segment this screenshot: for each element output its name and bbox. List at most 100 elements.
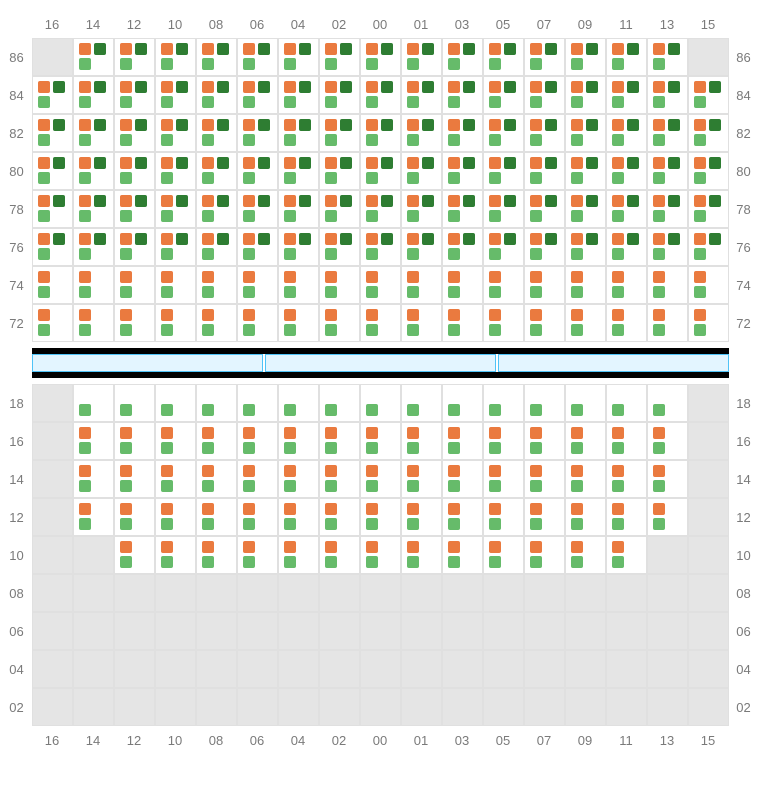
node-indicator[interactable] [571, 404, 583, 416]
rack-cell[interactable] [565, 650, 606, 688]
rack-cell[interactable] [155, 650, 196, 688]
node-indicator[interactable] [366, 309, 378, 321]
node-indicator[interactable] [571, 442, 583, 454]
node-indicator[interactable] [668, 233, 680, 245]
node-indicator[interactable] [571, 465, 583, 477]
node-indicator[interactable] [202, 248, 214, 260]
node-indicator[interactable] [407, 427, 419, 439]
node-indicator[interactable] [489, 324, 501, 336]
rack-cell[interactable] [360, 384, 401, 422]
node-indicator[interactable] [202, 465, 214, 477]
rack-cell[interactable] [32, 38, 73, 76]
rack-cell[interactable] [278, 688, 319, 726]
rack-cell[interactable] [278, 152, 319, 190]
rack-cell[interactable] [319, 114, 360, 152]
node-indicator[interactable] [79, 518, 91, 530]
node-indicator[interactable] [284, 465, 296, 477]
node-indicator[interactable] [325, 480, 337, 492]
node-indicator[interactable] [448, 172, 460, 184]
node-indicator[interactable] [612, 233, 624, 245]
rack-cell[interactable] [319, 38, 360, 76]
rack-cell[interactable] [483, 266, 524, 304]
node-indicator[interactable] [407, 134, 419, 146]
rack-cell[interactable] [565, 460, 606, 498]
rack-cell[interactable] [73, 304, 114, 342]
node-indicator[interactable] [653, 518, 665, 530]
node-indicator[interactable] [530, 427, 542, 439]
rack-cell[interactable] [32, 460, 73, 498]
node-indicator[interactable] [489, 157, 501, 169]
node-indicator[interactable] [612, 404, 624, 416]
rack-cell[interactable] [237, 460, 278, 498]
rack-cell[interactable] [647, 304, 688, 342]
node-indicator[interactable] [120, 172, 132, 184]
rack-cell[interactable] [196, 228, 237, 266]
node-indicator[interactable] [325, 556, 337, 568]
rack-cell[interactable] [278, 190, 319, 228]
node-indicator[interactable] [653, 324, 665, 336]
rack-cell[interactable] [32, 650, 73, 688]
rack-cell[interactable] [319, 688, 360, 726]
rack-cell[interactable] [524, 650, 565, 688]
rack-cell[interactable] [114, 612, 155, 650]
node-indicator[interactable] [284, 96, 296, 108]
node-indicator[interactable] [612, 210, 624, 222]
node-indicator[interactable] [284, 233, 296, 245]
node-indicator[interactable] [407, 324, 419, 336]
node-indicator[interactable] [366, 58, 378, 70]
node-indicator[interactable] [448, 195, 460, 207]
node-indicator[interactable] [94, 43, 106, 55]
rack-cell[interactable] [319, 460, 360, 498]
node-indicator[interactable] [258, 157, 270, 169]
node-indicator[interactable] [38, 286, 50, 298]
rack-cell[interactable] [32, 536, 73, 574]
rack-cell[interactable] [688, 460, 729, 498]
rack-cell[interactable] [606, 384, 647, 422]
node-indicator[interactable] [243, 81, 255, 93]
node-indicator[interactable] [53, 157, 65, 169]
node-indicator[interactable] [161, 286, 173, 298]
node-indicator[interactable] [407, 81, 419, 93]
node-indicator[interactable] [422, 43, 434, 55]
rack-cell[interactable] [688, 688, 729, 726]
node-indicator[interactable] [53, 81, 65, 93]
node-indicator[interactable] [135, 43, 147, 55]
node-indicator[interactable] [366, 248, 378, 260]
rack-cell[interactable] [647, 574, 688, 612]
node-indicator[interactable] [545, 157, 557, 169]
rack-cell[interactable] [73, 498, 114, 536]
node-indicator[interactable] [120, 81, 132, 93]
rack-cell[interactable] [196, 190, 237, 228]
node-indicator[interactable] [627, 157, 639, 169]
rack-cell[interactable] [155, 574, 196, 612]
node-indicator[interactable] [653, 96, 665, 108]
rack-cell[interactable] [196, 152, 237, 190]
node-indicator[interactable] [530, 286, 542, 298]
node-indicator[interactable] [694, 157, 706, 169]
node-indicator[interactable] [422, 157, 434, 169]
node-indicator[interactable] [448, 210, 460, 222]
node-indicator[interactable] [38, 134, 50, 146]
node-indicator[interactable] [79, 286, 91, 298]
rack-cell[interactable] [442, 152, 483, 190]
rack-cell[interactable] [360, 190, 401, 228]
node-indicator[interactable] [571, 233, 583, 245]
node-indicator[interactable] [627, 195, 639, 207]
node-indicator[interactable] [161, 480, 173, 492]
node-indicator[interactable] [463, 119, 475, 131]
rack-cell[interactable] [647, 190, 688, 228]
node-indicator[interactable] [407, 96, 419, 108]
node-indicator[interactable] [463, 157, 475, 169]
rack-cell[interactable] [442, 498, 483, 536]
rack-cell[interactable] [114, 688, 155, 726]
node-indicator[interactable] [366, 518, 378, 530]
node-indicator[interactable] [79, 271, 91, 283]
node-indicator[interactable] [202, 427, 214, 439]
node-indicator[interactable] [381, 81, 393, 93]
node-indicator[interactable] [530, 556, 542, 568]
node-indicator[interactable] [694, 324, 706, 336]
node-indicator[interactable] [120, 271, 132, 283]
node-indicator[interactable] [284, 541, 296, 553]
rack-cell[interactable] [319, 574, 360, 612]
rack-cell[interactable] [606, 612, 647, 650]
